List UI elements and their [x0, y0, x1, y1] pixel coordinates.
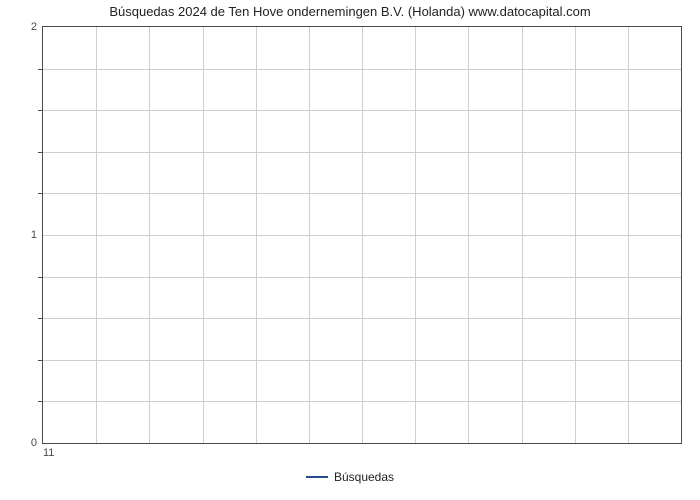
- y-tick-label: 0: [31, 437, 43, 449]
- y-tick-label: 2: [31, 21, 43, 33]
- y-minor-tick: [38, 110, 43, 111]
- y-minor-tick: [38, 193, 43, 194]
- y-minor-tick: [38, 401, 43, 402]
- gridline-horizontal: [43, 277, 681, 278]
- chart-container: Búsquedas 2024 de Ten Hove ondernemingen…: [0, 0, 700, 500]
- gridline-horizontal: [43, 318, 681, 319]
- legend-line: [306, 476, 328, 478]
- y-minor-tick: [38, 277, 43, 278]
- y-minor-tick: [38, 69, 43, 70]
- y-minor-tick: [38, 318, 43, 319]
- gridline-horizontal: [43, 69, 681, 70]
- y-minor-tick: [38, 152, 43, 153]
- y-tick-label: 1: [31, 229, 43, 241]
- gridline-horizontal: [43, 360, 681, 361]
- gridline-horizontal: [43, 401, 681, 402]
- gridline-horizontal: [43, 152, 681, 153]
- y-minor-tick: [38, 360, 43, 361]
- chart-title: Búsquedas 2024 de Ten Hove ondernemingen…: [0, 4, 700, 19]
- x-tick-label: 11: [43, 443, 54, 459]
- gridline-horizontal: [43, 235, 681, 236]
- gridline-horizontal: [43, 193, 681, 194]
- legend: Búsquedas: [0, 470, 700, 484]
- legend-label: Búsquedas: [334, 470, 394, 484]
- plot-area: 01211: [42, 26, 682, 444]
- gridline-horizontal: [43, 110, 681, 111]
